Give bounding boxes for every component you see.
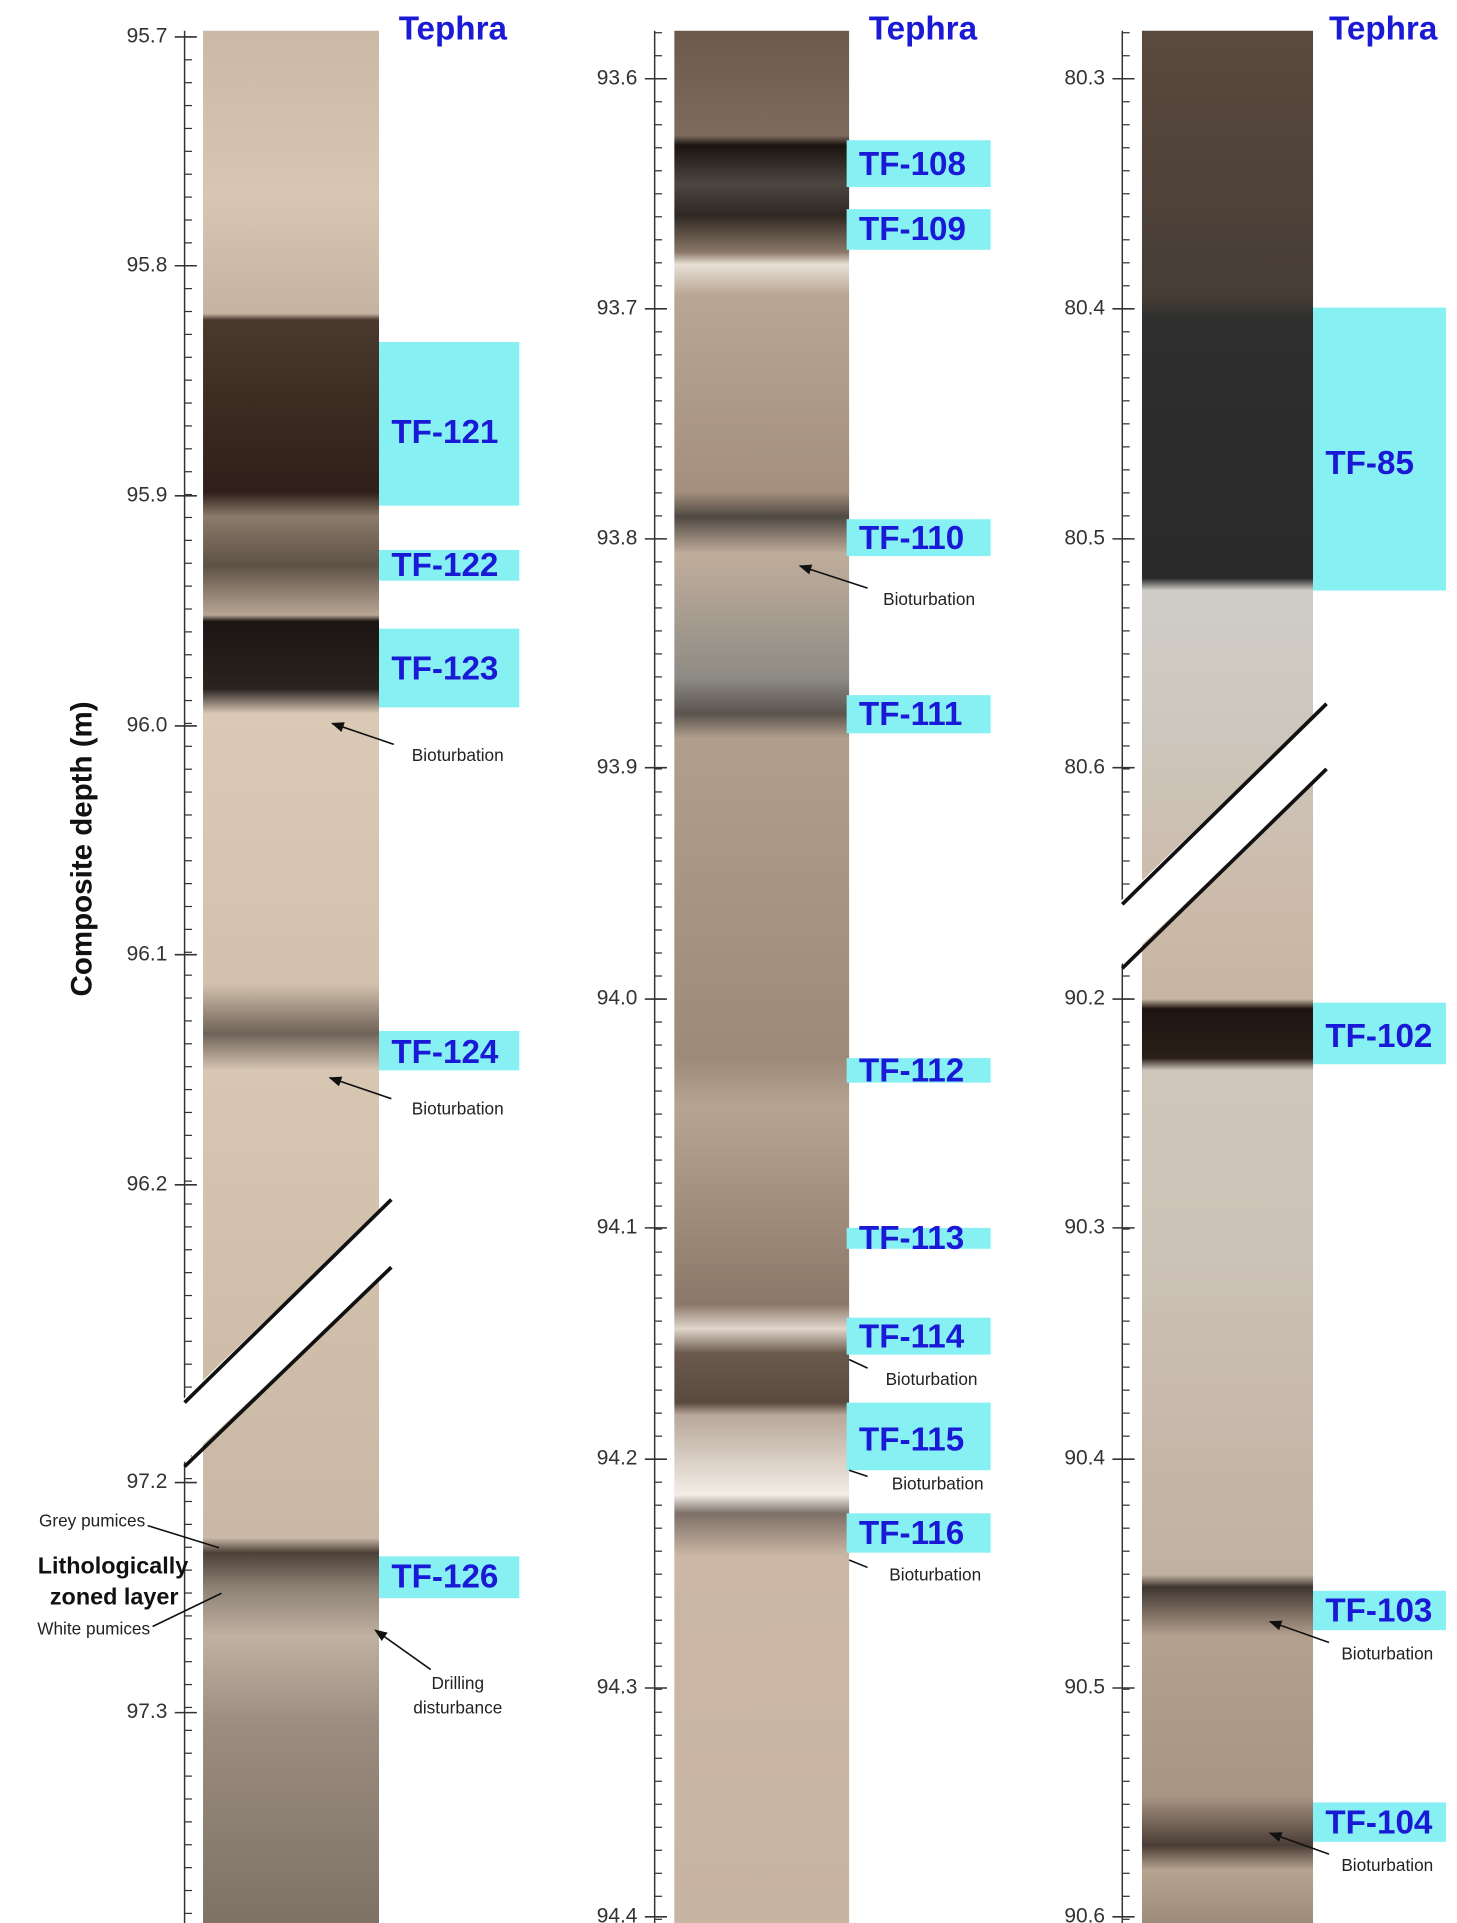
tick-label: 94.1 [597, 1215, 638, 1238]
tick-label: 93.8 [597, 526, 638, 549]
tick-label: 80.3 [1064, 66, 1105, 89]
tick-label: 90.6 [1064, 1904, 1105, 1923]
tephra-label: TF-103 [1325, 1593, 1432, 1630]
tick-label: 93.6 [597, 66, 638, 89]
tick-label: 95.7 [127, 24, 168, 47]
annotation-arrow [849, 1360, 867, 1369]
tick-label: 97.3 [127, 1700, 168, 1723]
tephra-label: TF-85 [1325, 445, 1414, 482]
tephra-label: TF-126 [391, 1558, 498, 1595]
annotation: disturbance [413, 1697, 502, 1717]
tephra-label: TF-104 [1325, 1804, 1433, 1841]
tephra-label: TF-108 [859, 146, 966, 183]
tephra-label: TF-111 [859, 696, 962, 733]
tick-label: 93.9 [597, 755, 638, 778]
tick-label: 94.2 [597, 1447, 638, 1470]
tephra-label: TF-110 [859, 520, 964, 557]
tick-label: 95.8 [127, 253, 168, 276]
annotation: Bioturbation [1341, 1643, 1433, 1663]
core-image [674, 31, 849, 1923]
tick-label: 95.9 [127, 483, 168, 506]
tick-label: 80.6 [1064, 755, 1105, 778]
body: Composite depth (m) 95.7 95.8 95.9 96.0 96.1… [0, 0, 1457, 1923]
tephra-label: TF-115 [859, 1422, 964, 1459]
tick-label: 93.7 [597, 296, 638, 319]
tick-label: 80.5 [1064, 526, 1105, 549]
tick-label: 90.5 [1064, 1676, 1105, 1699]
annotation: Drilling [431, 1673, 484, 1693]
core-image [1142, 31, 1313, 1923]
annotation: Bioturbation [889, 1565, 981, 1585]
annotation: Bioturbation [886, 1369, 978, 1389]
tephra-label: TF-122 [391, 547, 498, 584]
annotation: Bioturbation [412, 1098, 504, 1118]
tephra-label: TF-113 [859, 1220, 964, 1257]
annotation: Grey pumices [39, 1510, 145, 1530]
tephra-label: TF-124 [391, 1034, 499, 1071]
annotation: White pumices [37, 1619, 150, 1639]
tick-label: 94.4 [597, 1904, 638, 1923]
tephra-label: TF-116 [859, 1515, 964, 1552]
tephra-label: TF-121 [391, 414, 498, 451]
figure: Composite depth (m) 95.7 95.8 95.9 96.0 96.1… [0, 0, 1457, 1923]
annotation: Lithologically [38, 1553, 189, 1579]
annotation: Bioturbation [1341, 1855, 1433, 1875]
annotation: Bioturbation [412, 745, 504, 765]
tick-label: 94.0 [597, 987, 638, 1010]
y-axis-label: Composite depth (m) [65, 701, 98, 996]
tephra-label: TF-123 [391, 650, 498, 687]
tick-label: 80.4 [1064, 296, 1105, 319]
tephra-label: TF-102 [1325, 1018, 1432, 1055]
annotation: Bioturbation [892, 1474, 984, 1494]
tephra-label: TF-109 [859, 211, 966, 248]
tick-label: 90.3 [1064, 1215, 1105, 1238]
tephra-header: Tephra [1329, 11, 1438, 48]
tick-label: 96.0 [127, 713, 168, 736]
tephra-label: TF-112 [859, 1053, 964, 1090]
tick-label: 96.2 [127, 1172, 168, 1195]
annotation: Bioturbation [883, 589, 975, 609]
tick-label: 94.3 [597, 1676, 638, 1699]
annotation-arrow [375, 1630, 430, 1669]
tick-label: 90.4 [1064, 1447, 1105, 1470]
page: {"y_axis_label": "Composite depth (m)", … [0, 0, 1457, 1923]
annotation-arrow [849, 1560, 867, 1567]
tephra-header: Tephra [869, 11, 978, 48]
core-image [203, 31, 379, 1923]
tick-label: 96.1 [127, 942, 168, 965]
tephra-header: Tephra [399, 11, 508, 48]
annotation: zoned layer [50, 1583, 179, 1609]
tephra-label: TF-114 [859, 1318, 965, 1355]
annotation-arrow [849, 1470, 867, 1476]
tick-label: 90.2 [1064, 987, 1105, 1010]
tick-label: 97.2 [127, 1470, 168, 1493]
